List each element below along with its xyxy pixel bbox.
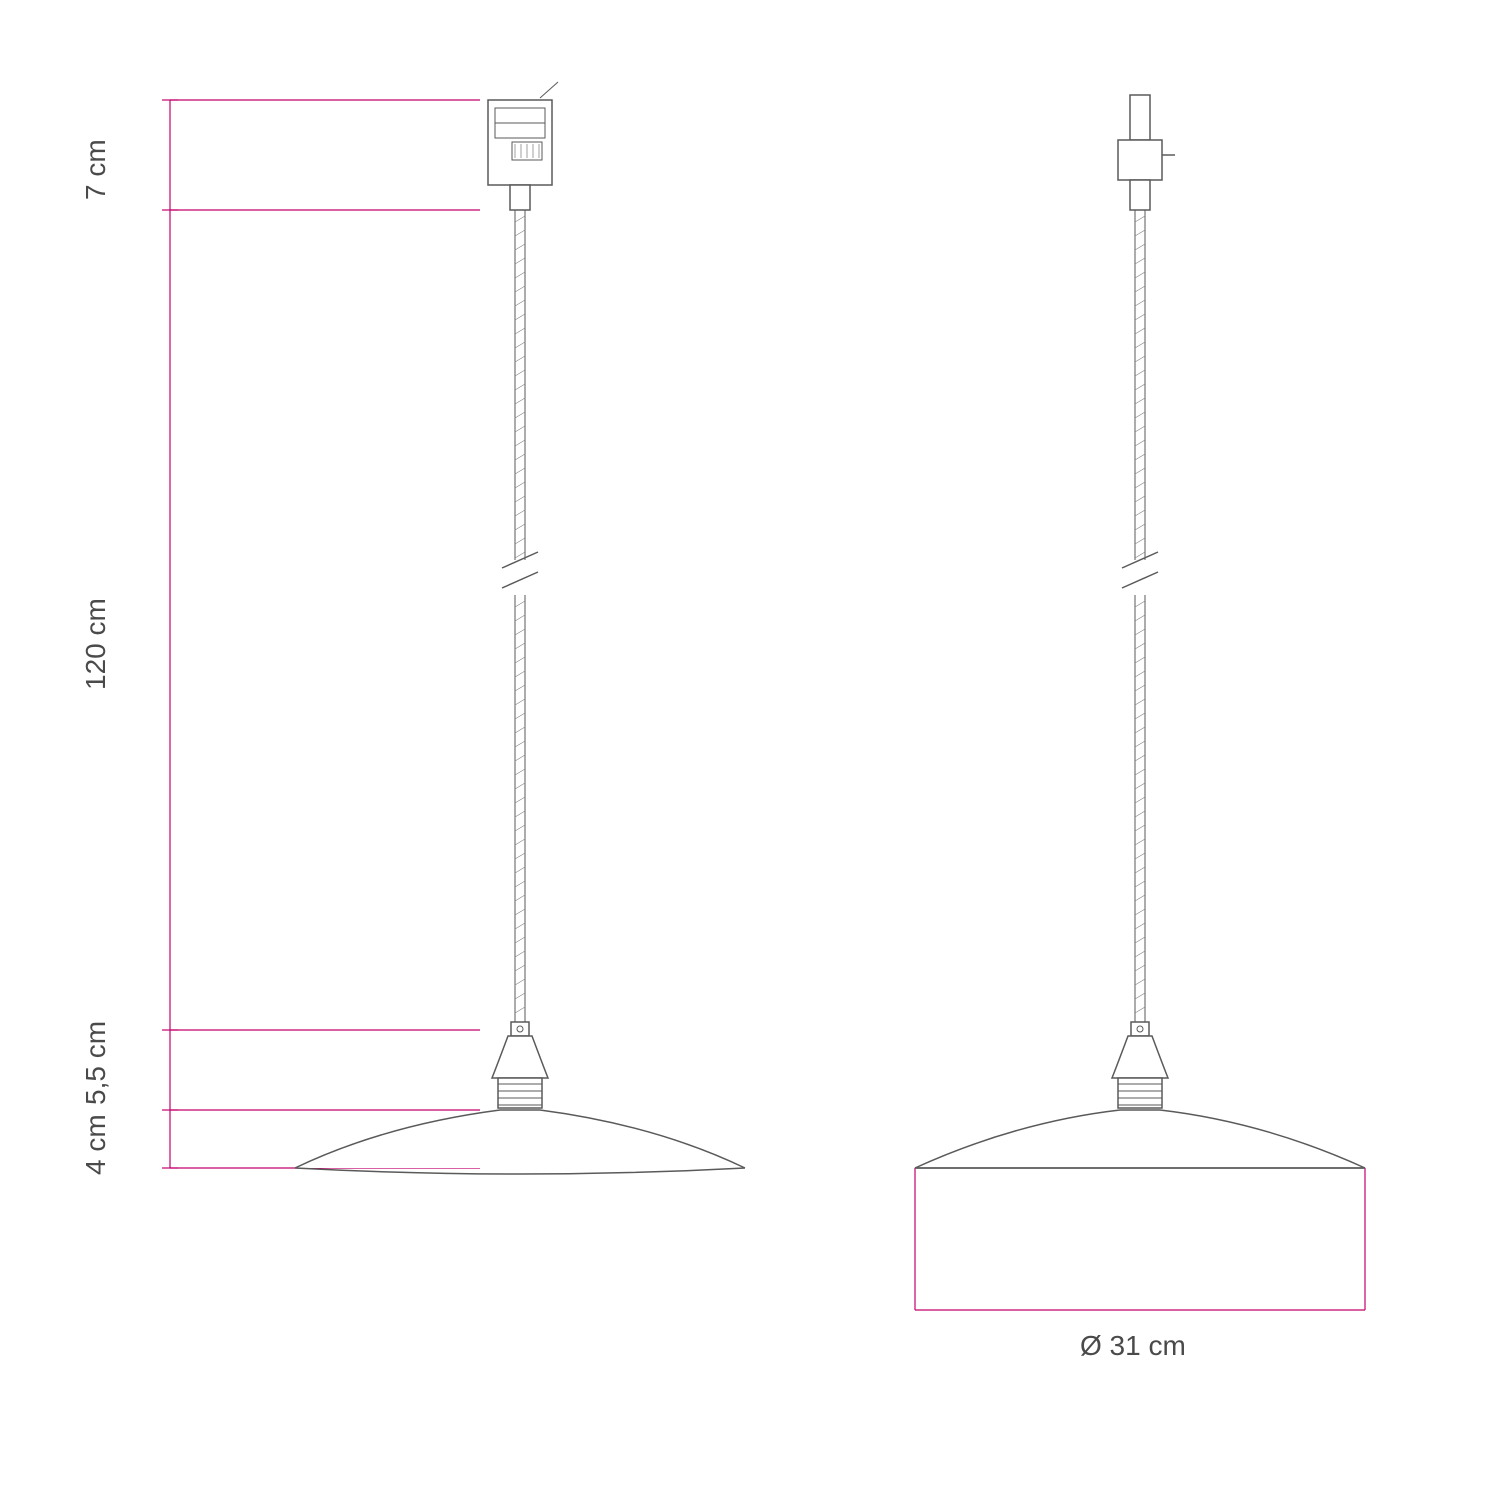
dim-connector-height: 7 cm — [80, 139, 112, 200]
dim-shade-height: 4 cm — [80, 1114, 112, 1175]
lamp-right — [915, 95, 1365, 1168]
dim-shade-diameter: Ø 31 cm — [1080, 1330, 1186, 1362]
lamp-left — [295, 82, 745, 1174]
dim-cable-length: 120 cm — [80, 598, 112, 690]
dim-socket-height: 5,5 cm — [80, 1021, 112, 1105]
technical-drawing — [0, 0, 1500, 1500]
